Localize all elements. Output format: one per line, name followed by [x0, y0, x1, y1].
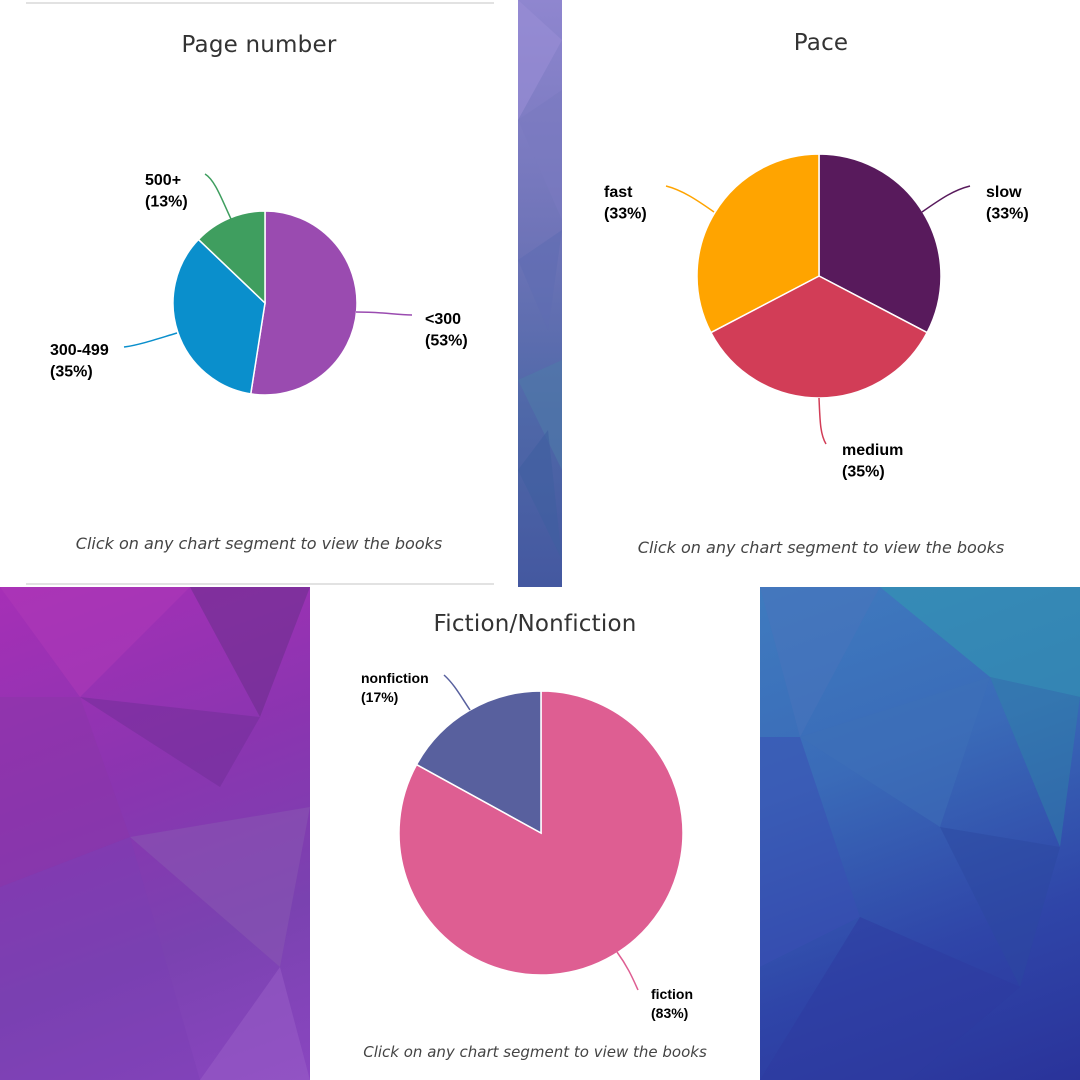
- leader-line-300: [355, 311, 413, 316]
- pie-slice-300-499[interactable]: [172, 238, 266, 395]
- pie-chart-page-number[interactable]: <300 (53%) 300-499 (35%) 500+ (13%): [0, 0, 518, 587]
- slice-percent-nonfiction: (17%): [361, 689, 398, 705]
- leader-line-fast: [665, 185, 715, 213]
- slice-label-300: <300: [425, 311, 461, 328]
- pie-slice-medium[interactable]: [709, 275, 929, 399]
- slice-label-medium: medium: [842, 442, 903, 459]
- chart-title: Fiction/Nonfiction: [433, 611, 637, 637]
- slice-percent-500: (13%): [145, 194, 188, 211]
- slice-label-nonfiction: nonfiction: [361, 670, 429, 686]
- leader-line-nonfiction: [443, 674, 471, 711]
- background-bottom-left: [0, 587, 310, 1080]
- chart-hint: Click on any chart segment to view the b…: [363, 1043, 707, 1061]
- slice-percent-fast: (33%): [604, 206, 647, 223]
- pie-chart-pace[interactable]: slow (33%) medium (35%) fast (33%): [562, 0, 1080, 587]
- slice-label-slow: slow: [986, 184, 1022, 201]
- chart-hint: Click on any chart segment to view the b…: [75, 534, 443, 553]
- leader-line-fiction: [616, 951, 639, 991]
- slice-percent-medium: (35%): [842, 464, 885, 481]
- slice-label-fast: fast: [604, 184, 633, 201]
- pie-slice-slow[interactable]: [818, 153, 942, 334]
- chart-title: Page number: [181, 32, 337, 58]
- pie-slice-500[interactable]: [197, 210, 266, 305]
- chart-panel-pace: Pace slow (33%) medium (35%) fast (33%) Click…: [562, 0, 1080, 587]
- slice-label-300-499: 300-499: [50, 342, 109, 359]
- panel-top-divider: [26, 2, 494, 4]
- leader-line-medium: [818, 397, 827, 445]
- slice-label-fiction: fiction: [651, 986, 693, 1002]
- pie-slice-nonfiction[interactable]: [415, 690, 542, 835]
- background-bottom-right: [760, 587, 1080, 1080]
- slice-label-500: 500+: [145, 172, 181, 189]
- leader-line-300-499: [123, 332, 178, 348]
- leader-line-slow: [921, 185, 971, 213]
- chart-panel-page-number: Page number <300 (53%) 300-499 (35%) 500+ (13…: [0, 0, 518, 587]
- panel-bottom-divider: [26, 583, 494, 585]
- leader-line-500: [204, 173, 232, 220]
- background-strip-top-middle: [518, 0, 562, 587]
- pie-slice-fast[interactable]: [696, 153, 820, 334]
- slice-percent-fiction: (83%): [651, 1005, 688, 1021]
- chart-panel-fiction-nonfiction: Fiction/Nonfiction fiction (83%) nonfictio…: [310, 587, 760, 1080]
- chart-title: Pace: [793, 30, 849, 56]
- slice-percent-slow: (33%): [986, 206, 1029, 223]
- chart-hint: Click on any chart segment to view the b…: [637, 538, 1005, 557]
- slice-percent-300: (53%): [425, 333, 468, 350]
- pie-slice-300[interactable]: [249, 210, 358, 396]
- pie-chart-fiction-nonfiction[interactable]: fiction (83%) nonfiction (17%): [310, 587, 760, 1080]
- slice-percent-300-499: (35%): [50, 364, 93, 381]
